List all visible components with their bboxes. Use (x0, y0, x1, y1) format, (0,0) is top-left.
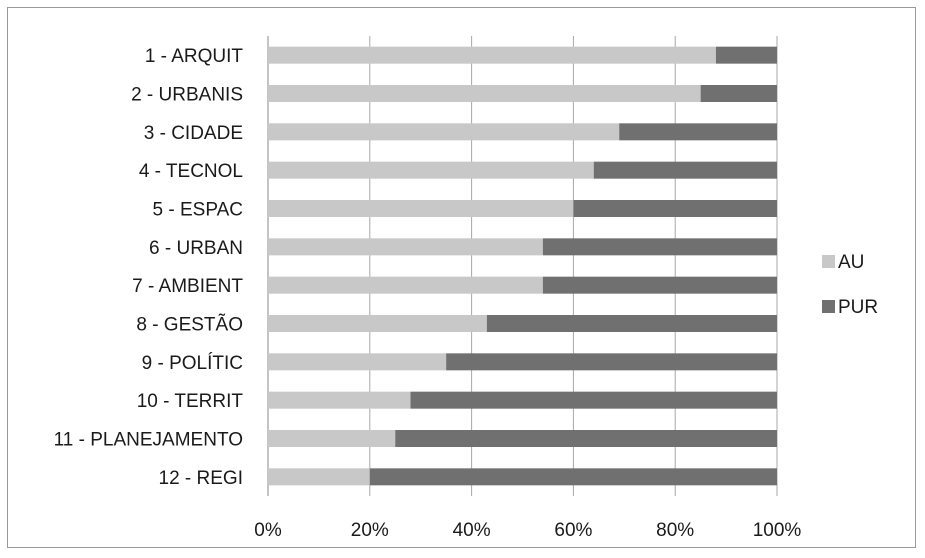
bar-pur (410, 391, 777, 409)
x-tick-label: 0% (254, 520, 282, 541)
x-tick-label: 100% (753, 520, 802, 541)
bar-au (268, 353, 447, 371)
legend-swatch-pur (822, 300, 835, 313)
x-tick-label: 20% (351, 520, 389, 541)
category-label: 1 - ARQUIT (145, 46, 244, 67)
bar-pur (715, 46, 777, 64)
bar-au (268, 123, 620, 141)
bar-au (268, 391, 411, 409)
category-label: 2 - URBANIS (131, 85, 243, 106)
category-label: 12 - REGI (159, 468, 243, 489)
category-label: 7 - AMBIENT (132, 276, 243, 297)
bar-pur (542, 238, 777, 256)
category-label: 6 - URBAN (149, 238, 243, 259)
bar-pur (446, 353, 777, 371)
bar-pur (700, 85, 777, 102)
bar-au (268, 276, 543, 294)
bar-au (268, 85, 701, 102)
bar-pur (573, 200, 777, 217)
bar-au (268, 468, 370, 486)
bar-pur (619, 123, 777, 141)
bar-pur (593, 161, 777, 179)
category-label: 11 - PLANEJAMENTO (54, 430, 243, 451)
category-label: 10 - TERRIT (137, 391, 244, 412)
bar-pur (395, 430, 777, 447)
x-tick-label: 40% (453, 520, 491, 541)
x-tick-label: 60% (554, 520, 592, 541)
bar-au (268, 238, 543, 256)
bar-pur (542, 276, 777, 294)
category-label: 5 - ESPAC (153, 200, 243, 221)
legend-label: PUR (838, 297, 878, 318)
category-label: 4 - TECNOL (139, 161, 243, 182)
bar-au (268, 161, 594, 179)
bar-au (268, 315, 487, 332)
bar-au (268, 430, 396, 447)
category-label: 8 - GESTÃO (136, 314, 243, 336)
bar-pur (369, 468, 777, 486)
category-label: 3 - CIDADE (144, 123, 243, 144)
bar-pur (486, 315, 777, 332)
legend-label: AU (838, 252, 864, 273)
bar-au (268, 200, 574, 217)
x-tick-label: 80% (656, 520, 694, 541)
category-label: 9 - POLÍTIC (142, 353, 243, 374)
legend-swatch-au (822, 255, 835, 268)
bar-au (268, 46, 716, 64)
